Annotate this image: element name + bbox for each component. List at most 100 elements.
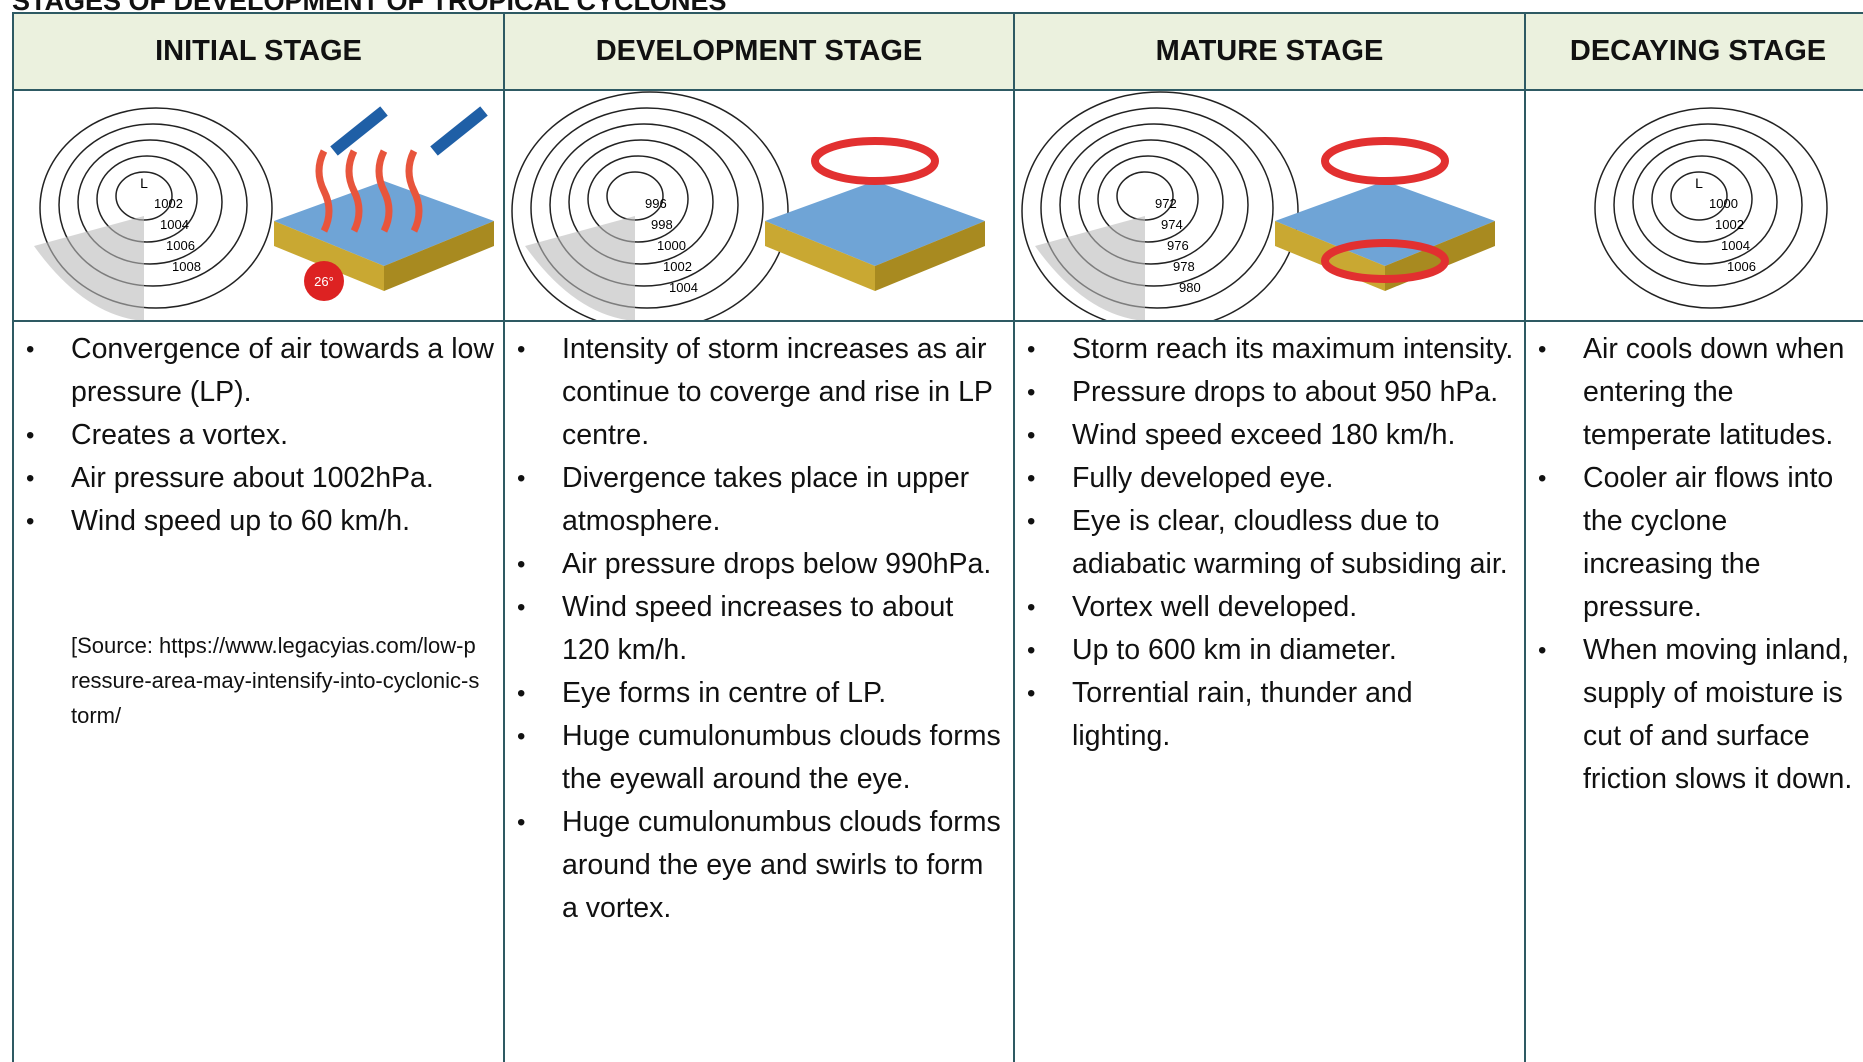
column-header: DECAYING STAGE bbox=[1526, 12, 1863, 91]
bullet-item: Creates a vortex. bbox=[14, 414, 503, 457]
land-block bbox=[765, 181, 985, 266]
isobar-label: 976 bbox=[1167, 238, 1189, 253]
land-side bbox=[875, 221, 985, 291]
stage-diagram: L 1002 1004 1006 1008 26° bbox=[14, 91, 503, 322]
isobar-label: 996 bbox=[645, 196, 667, 211]
isobar bbox=[568, 139, 714, 265]
bullet-item: Storm reach its maximum intensity. bbox=[1015, 328, 1524, 371]
isobar-label: 1008 bbox=[172, 259, 201, 274]
isobar-label: 980 bbox=[1179, 280, 1201, 295]
isobar-label: 1004 bbox=[1721, 238, 1750, 253]
isobar bbox=[1594, 107, 1828, 309]
rising-air bbox=[375, 149, 393, 233]
stage-column: MATURE STAGE 972 974 976 978 980 Storm reach i… bbox=[1013, 12, 1524, 1062]
isobar bbox=[1613, 123, 1803, 287]
source-note: [Source: https://www.legacyias.com/low-p… bbox=[71, 633, 480, 728]
isobar-diagram: L 1002 1004 1006 1008 26° bbox=[34, 106, 494, 320]
isobar-label: 1000 bbox=[1709, 196, 1738, 211]
isobar bbox=[1651, 155, 1753, 243]
isobar bbox=[1632, 139, 1778, 265]
isobar-label: 978 bbox=[1173, 259, 1195, 274]
stage-diagram: 996 998 1000 1002 1004 bbox=[505, 91, 1013, 322]
bullet-item: Torrential rain, thunder and lighting. bbox=[1015, 672, 1524, 758]
stage-column: DEVELOPMENT STAGE 996 998 1000 1002 1004 Inten… bbox=[503, 12, 1013, 1062]
isobar-label: 1004 bbox=[669, 280, 698, 295]
isobar bbox=[511, 91, 789, 320]
bullet-item: Huge cumulonumbus clouds forms around th… bbox=[505, 801, 1013, 930]
isobar bbox=[1021, 91, 1299, 320]
isobar bbox=[58, 123, 248, 287]
column-header: DEVELOPMENT STAGE bbox=[505, 12, 1013, 91]
isobar bbox=[1059, 123, 1249, 287]
bullet-item: Pressure drops to about 950 hPa. bbox=[1015, 371, 1524, 414]
vortex-swirl bbox=[1321, 137, 1449, 185]
bullet-item: Fully developed eye. bbox=[1015, 457, 1524, 500]
illustration: 26° bbox=[274, 106, 494, 301]
rising-air bbox=[315, 149, 333, 233]
vortex-swirl bbox=[811, 137, 939, 185]
temperature-label: 26° bbox=[314, 274, 334, 289]
low-center-label: L bbox=[140, 175, 148, 191]
isobar-label: 972 bbox=[1155, 196, 1177, 211]
land-side bbox=[765, 221, 875, 291]
stage-diagram: L 1000 1002 1004 1006 bbox=[1526, 91, 1863, 322]
bullet-item: Wind speed up to 60 km/h. bbox=[14, 500, 503, 543]
isobar-label: 974 bbox=[1161, 217, 1183, 232]
bullet-item: Wind speed increases to about 120 km/h. bbox=[505, 586, 1013, 672]
bullet-list: Convergence of air towards a low pressur… bbox=[14, 328, 503, 543]
land-side bbox=[384, 221, 494, 291]
illustration bbox=[1275, 137, 1495, 291]
bullet-item: Up to 600 km in diameter. bbox=[1015, 629, 1524, 672]
bullet-item: Eye forms in centre of LP. bbox=[505, 672, 1013, 715]
isobar bbox=[1670, 171, 1728, 221]
column-header: INITIAL STAGE bbox=[14, 12, 503, 91]
bullet-item: Eye is clear, cloudless due to adiabatic… bbox=[1015, 500, 1524, 586]
bullet-item: Air cools down when entering the tempera… bbox=[1526, 328, 1863, 457]
isobar-label: 1002 bbox=[1715, 217, 1744, 232]
shaded-sector bbox=[1035, 216, 1145, 320]
rising-air bbox=[345, 149, 363, 233]
bullet-item: Divergence takes place in upper atmosphe… bbox=[505, 457, 1013, 543]
isobar-label: 1002 bbox=[663, 259, 692, 274]
isobar-label: 1006 bbox=[1727, 259, 1756, 274]
stage-diagram: 972 974 976 978 980 bbox=[1015, 91, 1524, 322]
isobar bbox=[96, 155, 198, 243]
isobar bbox=[77, 139, 223, 265]
bullet-item: Huge cumulonumbus clouds forms the eyewa… bbox=[505, 715, 1013, 801]
bullet-item: Intensity of storm increases as air cont… bbox=[505, 328, 1013, 457]
isobar-label: 1006 bbox=[166, 238, 195, 253]
inflow-arrow bbox=[430, 106, 488, 156]
isobar-label: 1004 bbox=[160, 217, 189, 232]
bullet-list: Storm reach its maximum intensity.Pressu… bbox=[1015, 328, 1524, 758]
isobar-diagram: L 1000 1002 1004 1006 bbox=[1594, 107, 1828, 309]
isobar bbox=[1078, 139, 1224, 265]
isobar-diagram: 972 974 976 978 980 bbox=[1021, 91, 1495, 320]
shaded-sector bbox=[34, 216, 144, 320]
bullet-item: Air pressure about 1002hPa. bbox=[14, 457, 503, 500]
isobar bbox=[1040, 107, 1274, 309]
land-side bbox=[274, 221, 384, 291]
rising-air bbox=[405, 149, 423, 233]
isobar bbox=[549, 123, 739, 287]
illustration bbox=[765, 137, 985, 291]
isobar-label: 1000 bbox=[657, 238, 686, 253]
isobar bbox=[1097, 155, 1199, 243]
column-header: MATURE STAGE bbox=[1015, 12, 1524, 91]
low-center-label: L bbox=[1695, 175, 1703, 191]
inflow-arrow bbox=[330, 106, 388, 156]
bullet-item: Convergence of air towards a low pressur… bbox=[14, 328, 503, 414]
bullet-list: Air cools down when entering the tempera… bbox=[1526, 328, 1863, 801]
isobar-diagram: 996 998 1000 1002 1004 bbox=[511, 91, 985, 320]
bullet-item: Cooler air flows into the cyclone increa… bbox=[1526, 457, 1863, 629]
bullet-item: Air pressure drops below 990hPa. bbox=[505, 543, 1013, 586]
isobar bbox=[39, 107, 273, 309]
isobar bbox=[530, 107, 764, 309]
vortex-swirl bbox=[1321, 239, 1449, 283]
isobar-label: 998 bbox=[651, 217, 673, 232]
bullet-list: Intensity of storm increases as air cont… bbox=[505, 328, 1013, 930]
stage-column: INITIAL STAGE L 1002 1004 1006 1008 26° Converg… bbox=[12, 12, 503, 1062]
shaded-sector bbox=[525, 216, 635, 320]
isobar bbox=[587, 155, 689, 243]
land-block bbox=[1275, 181, 1495, 266]
